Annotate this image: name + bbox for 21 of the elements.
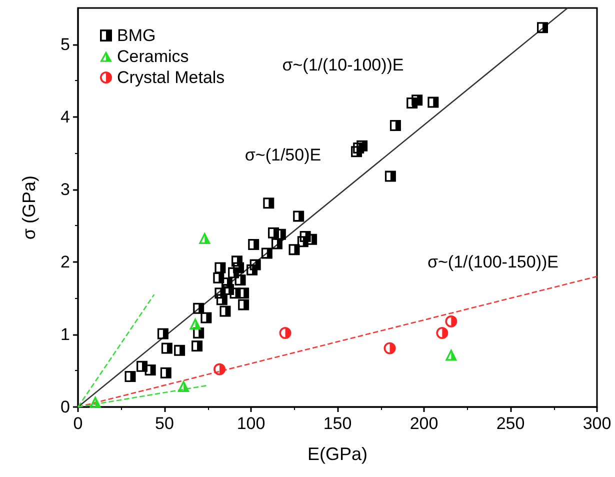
y-tick-label: 3 — [60, 180, 70, 199]
x-tick-label: 250 — [496, 414, 525, 433]
x-tick-label: 300 — [582, 414, 612, 433]
x-tick-label: 150 — [323, 414, 352, 433]
x-tick-label: 100 — [236, 414, 266, 433]
legend-label: Ceramics — [117, 47, 189, 66]
annotation: σ~(1/(10-100))E — [282, 56, 404, 74]
legend-label: BMG — [117, 26, 156, 45]
x-tick-label: 50 — [155, 414, 174, 433]
x-axis-title: E(GPa) — [307, 444, 368, 464]
x-tick-label: 0 — [73, 414, 83, 433]
y-tick-label: 4 — [60, 107, 70, 126]
y-axis-title: σ (GPa) — [19, 175, 39, 240]
y-tick-label: 5 — [60, 34, 70, 54]
legend-label: Crystal Metals — [117, 68, 225, 87]
y-tick-label: 1 — [60, 324, 70, 344]
annotation: σ~(1/(100-150))E — [428, 252, 558, 272]
y-tick-label: 0 — [60, 398, 70, 416]
annotation: σ~(1/50)E — [244, 146, 322, 164]
y-tick-label: 2 — [60, 252, 70, 272]
x-tick-label: 200 — [410, 414, 438, 433]
